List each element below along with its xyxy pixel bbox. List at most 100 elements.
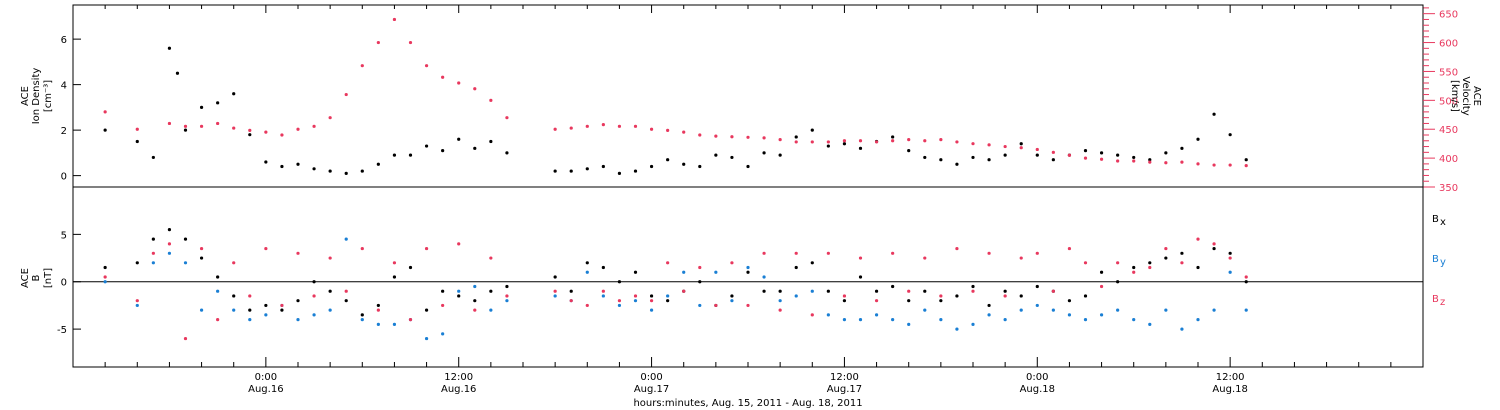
data-point-bz [1148, 265, 1152, 270]
data-point-bx [360, 313, 364, 317]
legend-by: B y [1432, 254, 1446, 268]
data-point [1212, 112, 1216, 116]
data-point [1003, 144, 1007, 149]
data-point [424, 64, 429, 68]
velocity-label-line1: ACE [1471, 86, 1482, 106]
data-point-bx [826, 289, 830, 293]
data-point-bx [1244, 280, 1248, 284]
data-point-bx [810, 261, 814, 265]
data-point [1083, 156, 1088, 160]
data-point-bx [1132, 265, 1136, 270]
data-point [408, 153, 413, 157]
velocity-tick-label: 400 [1439, 154, 1458, 165]
data-point-bx [505, 284, 509, 289]
data-point-bx [553, 275, 557, 279]
data-point-by [714, 270, 718, 274]
data-point-bz [1228, 256, 1232, 260]
top-panel: 0 2 4 6 350 400 450 500 550 600 650 ACE Ion Densi… [20, 4, 1482, 194]
data-point [392, 153, 397, 157]
b-field-label-line3: [nT] [43, 268, 54, 288]
data-point-bx [328, 289, 332, 293]
top-panel-frame [72, 4, 1424, 188]
data-point [328, 116, 332, 120]
bottom-panel: -5 0 5 ACE B [nT] B x B y B z [20, 186, 1446, 368]
x-tick-label-date: Aug.16 [248, 384, 283, 395]
x-tick-label-time: 12:00 [830, 372, 859, 383]
data-point [826, 140, 830, 144]
data-point-by [135, 303, 139, 308]
velocity-tick-label: 500 [1439, 96, 1458, 107]
data-point [280, 164, 284, 169]
data-point-by [746, 265, 750, 270]
data-point-by [666, 294, 670, 298]
data-point-bx [424, 308, 429, 312]
data-point-bz [296, 251, 300, 255]
data-point [216, 121, 220, 126]
data-point-by [424, 336, 429, 341]
data-point [730, 155, 734, 160]
data-point [312, 124, 316, 128]
velocity-tick-label: 650 [1439, 10, 1458, 21]
data-point [585, 124, 589, 128]
data-point-by [489, 308, 493, 312]
data-point [1099, 157, 1104, 161]
bottom-panel-frame [72, 186, 1424, 368]
data-point-bz [1099, 284, 1104, 289]
data-point [280, 133, 284, 137]
data-point [874, 140, 879, 144]
data-point-bz [1244, 275, 1248, 279]
data-point-bx [585, 261, 589, 265]
data-point-bx [617, 280, 622, 284]
data-point [955, 140, 959, 144]
data-point-by [344, 237, 348, 241]
data-point-bz [264, 246, 268, 251]
legend-bx-sub: x [1440, 217, 1446, 228]
data-point-bz [1003, 294, 1007, 298]
data-point [698, 133, 702, 137]
x-tick-label-time: 0:00 [1026, 372, 1048, 383]
data-point [151, 155, 155, 160]
data-point [794, 135, 798, 139]
x-axis-title: hours:minutes, Aug. 15, 2011 - Aug. 18, … [633, 398, 862, 409]
data-point [135, 139, 139, 144]
data-point-bz [923, 256, 927, 260]
data-point-by [1228, 270, 1232, 274]
data-point [585, 167, 589, 171]
data-point-by [376, 322, 380, 326]
data-point-bz [312, 294, 316, 298]
data-point [183, 128, 188, 132]
data-point-bz [1196, 237, 1200, 241]
data-point-by [971, 322, 975, 326]
data-point-bx [232, 294, 236, 298]
data-point [1180, 160, 1184, 164]
data-point-bx [746, 270, 750, 274]
data-point-by [826, 313, 830, 317]
data-point [1196, 137, 1200, 141]
legend-bz: B z [1432, 294, 1445, 308]
data-point-bz [183, 336, 188, 341]
data-point [473, 146, 477, 150]
x-tick-label-date: Aug.17 [634, 384, 669, 395]
x-tick-label-date: Aug.18 [1212, 384, 1247, 395]
data-point-bz [601, 289, 605, 293]
data-point [762, 151, 766, 155]
data-point-bz [907, 289, 911, 293]
b-field-tick-label: 5 [61, 230, 67, 241]
data-point [666, 158, 670, 162]
data-point [296, 127, 300, 131]
data-point [1132, 155, 1136, 160]
data-point-bz [360, 246, 364, 251]
data-point-bx [955, 294, 959, 298]
legend-by-name: B [1432, 254, 1439, 265]
data-point [569, 169, 573, 173]
data-point-bx [987, 303, 991, 308]
data-point [248, 133, 252, 137]
density-label-line3: [cm⁻³] [43, 80, 54, 112]
data-point [489, 98, 493, 102]
data-point-bz [939, 294, 943, 298]
data-point [408, 40, 413, 45]
data-point [923, 139, 927, 143]
data-point-bz [441, 303, 445, 308]
legend-bz-sub: z [1440, 297, 1445, 308]
x-tick-label-date: Aug.17 [827, 384, 862, 395]
